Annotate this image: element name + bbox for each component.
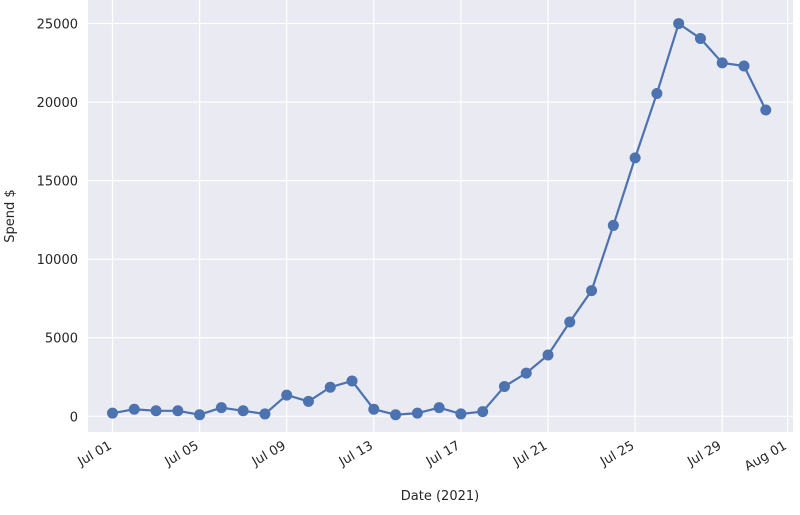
data-point: [629, 152, 641, 164]
data-point: [150, 405, 162, 417]
data-point: [194, 409, 206, 421]
data-point: [564, 316, 576, 328]
data-point: [586, 285, 598, 297]
data-point: [302, 395, 314, 407]
y-tick-label: 15000: [37, 175, 78, 190]
data-point: [673, 18, 685, 30]
y-tick-label: 5000: [45, 332, 78, 347]
y-axis-label: Spend $: [3, 189, 18, 242]
x-tick-label: Jul 09: [249, 438, 289, 470]
data-point: [433, 402, 445, 414]
data-point: [760, 104, 772, 116]
data-point: [716, 57, 728, 69]
data-point: [259, 408, 271, 420]
y-tick-label: 0: [70, 410, 78, 425]
data-point: [694, 32, 706, 44]
x-tick-label: Jul 01: [75, 438, 115, 470]
x-tick-label: Jul 25: [597, 438, 637, 470]
data-point: [215, 402, 227, 414]
x-tick-label: Jul 05: [162, 438, 202, 470]
x-tick-label: Aug 01: [742, 438, 789, 474]
x-axis-label: Date (2021): [401, 489, 479, 504]
data-point: [542, 349, 554, 361]
data-point: [106, 407, 118, 419]
data-point: [281, 389, 293, 401]
data-point: [607, 219, 619, 231]
plot-area: [88, 0, 793, 432]
data-point: [411, 407, 423, 419]
x-tick-label: Jul 17: [423, 438, 463, 470]
data-point: [477, 406, 489, 418]
y-tick-label: 20000: [37, 96, 78, 111]
data-point: [237, 405, 249, 417]
data-point: [346, 375, 358, 387]
data-point: [455, 408, 467, 420]
y-tick-label: 10000: [37, 253, 78, 268]
y-tick-label: 25000: [37, 18, 78, 33]
x-tick-label: Jul 21: [510, 438, 550, 470]
data-point: [172, 405, 184, 417]
data-point: [390, 409, 402, 421]
data-point: [738, 60, 750, 72]
data-point: [498, 380, 510, 392]
data-point: [128, 403, 140, 415]
x-tick-label: Jul 13: [336, 438, 376, 470]
data-point: [324, 381, 336, 393]
x-tick-label: Jul 29: [684, 438, 724, 470]
data-point: [368, 403, 380, 415]
data-point: [520, 367, 532, 379]
data-point: [651, 87, 663, 99]
